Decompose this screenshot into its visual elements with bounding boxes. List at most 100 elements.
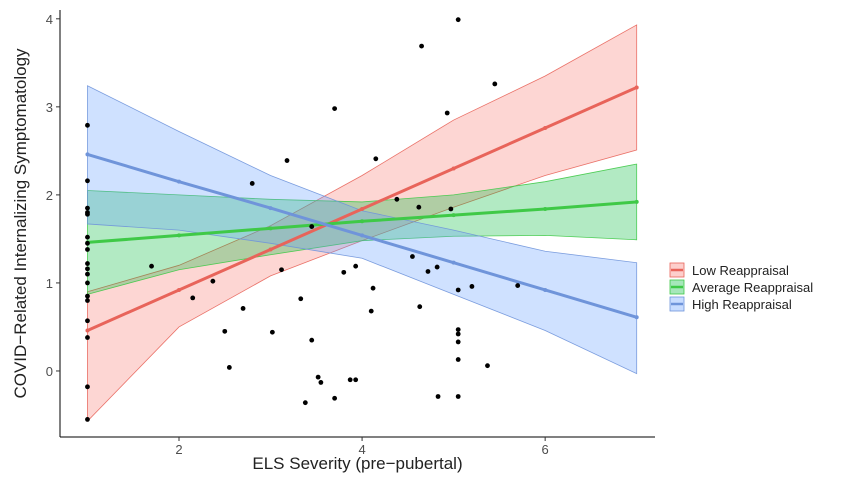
data-point	[222, 328, 228, 334]
data-point	[455, 17, 461, 23]
data-point	[85, 335, 90, 340]
line-marker	[177, 233, 181, 238]
data-point	[435, 394, 441, 399]
x-tick-label: 4	[358, 442, 365, 457]
line-marker	[634, 315, 639, 320]
data-point	[85, 122, 90, 128]
data-point	[417, 304, 423, 310]
x-axis-title: ELS Severity (pre−pubertal)	[252, 454, 462, 473]
data-point	[455, 331, 461, 337]
axes: 2 4 6 0 1 2 3 4	[46, 10, 655, 457]
data-point	[373, 156, 379, 162]
data-point	[410, 254, 415, 259]
data-point	[85, 266, 90, 272]
y-axis-title: COVID−Related Internalizing Symptomatolo…	[11, 48, 30, 399]
y-tick-label: 0	[46, 364, 53, 379]
legend-label-3: High Reappraisal	[692, 297, 792, 312]
data-point	[455, 339, 461, 345]
data-point	[492, 81, 498, 87]
line-marker	[360, 206, 365, 211]
data-point	[149, 263, 154, 269]
data-point	[309, 337, 315, 343]
confidence-band-2	[87, 163, 638, 295]
data-point	[85, 247, 90, 252]
data-point	[455, 394, 461, 399]
data-point	[85, 298, 90, 303]
line-marker	[268, 247, 273, 252]
y-tick-label: 4	[46, 12, 53, 27]
data-point	[269, 329, 275, 335]
data-point	[298, 296, 304, 302]
data-point	[85, 205, 90, 211]
data-point	[455, 357, 461, 362]
data-point	[85, 293, 90, 299]
line-marker	[451, 166, 456, 171]
line-marker	[177, 179, 181, 184]
data-point	[368, 308, 374, 314]
line-marker	[543, 125, 548, 130]
data-point	[515, 283, 521, 288]
line-marker	[634, 85, 639, 90]
data-point	[85, 261, 90, 266]
y-tick-label: 2	[46, 188, 53, 203]
data-point	[302, 400, 308, 406]
data-point	[85, 318, 90, 324]
line-marker	[360, 219, 365, 224]
data-point	[394, 196, 400, 202]
data-point	[469, 284, 475, 289]
data-point	[85, 271, 90, 277]
data-points	[85, 17, 521, 422]
line-marker	[543, 206, 548, 211]
data-point	[85, 280, 90, 286]
line-marker	[268, 206, 273, 211]
data-point	[419, 43, 424, 49]
x-tick-label: 2	[175, 442, 182, 457]
data-point	[318, 380, 324, 385]
data-point	[85, 416, 90, 422]
data-point	[284, 158, 290, 163]
x-tick-label: 6	[542, 442, 549, 457]
data-point	[240, 306, 246, 311]
data-point	[315, 374, 321, 380]
data-point	[332, 106, 338, 112]
data-point	[249, 181, 255, 186]
data-point	[190, 295, 196, 301]
regression-lines	[85, 85, 639, 333]
data-point	[455, 287, 461, 293]
data-point	[353, 263, 359, 269]
data-point	[85, 240, 90, 246]
data-point	[455, 327, 461, 332]
data-point	[85, 384, 90, 390]
data-point	[210, 278, 216, 284]
line-marker	[451, 260, 456, 265]
data-point	[485, 363, 490, 369]
data-point	[309, 224, 315, 229]
y-tick-label: 3	[46, 100, 53, 115]
line-marker	[451, 213, 456, 218]
data-point	[85, 178, 90, 184]
line-marker	[85, 152, 90, 157]
data-point	[347, 377, 353, 383]
y-tick-label: 1	[46, 276, 53, 291]
data-point	[444, 110, 450, 116]
line-marker	[543, 287, 548, 292]
data-point	[279, 267, 284, 273]
data-point	[448, 206, 454, 212]
line-marker	[177, 287, 181, 292]
data-point	[370, 285, 376, 291]
data-point	[434, 264, 440, 270]
line-marker	[268, 226, 273, 231]
legend: Low Reappraisal Average Reappraisal High R…	[669, 262, 813, 312]
data-point	[353, 377, 359, 383]
line-marker	[360, 233, 365, 238]
line-marker	[85, 328, 90, 333]
line-marker	[634, 199, 639, 204]
data-point	[85, 211, 90, 217]
data-point	[425, 269, 431, 274]
data-point	[226, 365, 232, 370]
data-point	[341, 269, 347, 275]
legend-label-1: Low Reappraisal	[692, 263, 789, 278]
data-point	[416, 204, 422, 210]
legend-label-2: Average Reappraisal	[692, 280, 813, 295]
